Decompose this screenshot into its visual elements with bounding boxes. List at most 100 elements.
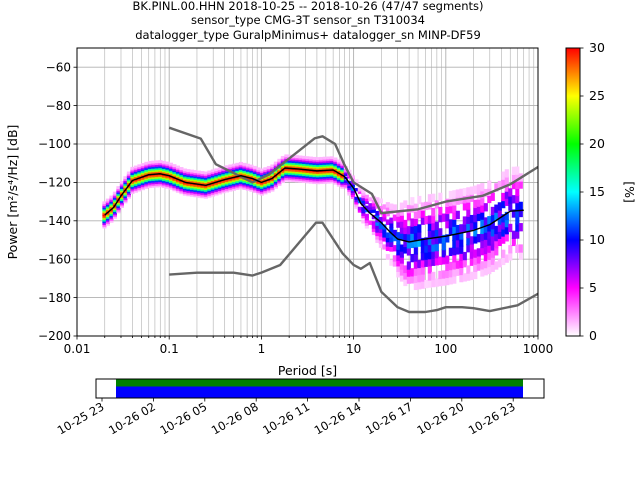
heatmap-cell — [515, 216, 520, 225]
heatmap-cell — [119, 194, 124, 198]
heatmap-cell — [242, 181, 247, 185]
heatmap-cell — [427, 229, 432, 238]
heatmap-cell — [333, 176, 338, 180]
heatmap-cell — [357, 209, 362, 213]
heatmap-cell — [452, 190, 457, 199]
heatmap-cell — [266, 186, 271, 190]
noise-model-lines — [104, 126, 539, 314]
heatmap-cell — [147, 171, 152, 175]
heatmap-cell — [473, 213, 478, 223]
heatmap-cell — [385, 241, 390, 247]
heatmap-cell — [200, 193, 205, 197]
heatmap-cell — [504, 226, 509, 235]
heatmap-cell — [224, 186, 229, 189]
heatmap-cell — [371, 230, 376, 236]
heatmap-cell — [336, 161, 341, 165]
heatmap-cell — [305, 180, 310, 184]
heatmap-cell — [445, 212, 450, 222]
heatmap-cell — [378, 217, 383, 222]
heatmap-cell — [172, 172, 177, 176]
heatmap-cell — [473, 249, 478, 258]
heatmap-cell — [116, 194, 121, 198]
heatmap-cell — [511, 230, 516, 239]
heatmap-cell — [203, 188, 208, 192]
heatmap-cell — [315, 160, 320, 164]
heatmap-cell — [375, 214, 380, 219]
heatmap-cell — [494, 183, 499, 192]
heatmap-cell — [385, 232, 390, 238]
heatmap-cell — [483, 224, 488, 233]
heatmap-cell — [221, 186, 226, 190]
heatmap-cell — [406, 212, 411, 221]
heatmap-cell — [217, 169, 222, 172]
heatmap-cell — [399, 250, 404, 258]
heatmap-cell — [112, 215, 117, 219]
heatmap-cell — [210, 171, 215, 175]
heatmap-cell — [210, 176, 215, 180]
heatmap-cell — [249, 178, 254, 182]
heatmap-cell — [357, 190, 362, 194]
heatmap-cell — [469, 250, 474, 259]
heatmap-cell — [154, 174, 159, 178]
heatmap-cell — [123, 184, 128, 188]
heatmap-cell — [308, 161, 313, 165]
heatmap-cell — [375, 224, 380, 230]
heatmap-cell — [347, 183, 352, 187]
heatmap-cell — [175, 179, 180, 183]
heatmap-cell — [308, 158, 313, 162]
heatmap-cell — [235, 183, 240, 187]
heatmap-cell — [392, 245, 397, 252]
heatmap-cell — [469, 257, 474, 266]
heatmap-cell — [193, 171, 198, 175]
heatmap-cell — [336, 166, 341, 170]
heatmap-cell — [319, 165, 324, 169]
title-line-2: sensor_type CMG-3T sensor_sn T310034 — [191, 13, 425, 27]
heatmap-cell — [221, 167, 226, 171]
heatmap-cell — [172, 184, 177, 188]
heatmap-cell — [228, 173, 233, 177]
heatmap-cell — [245, 163, 250, 167]
heatmap-cell — [494, 261, 499, 270]
heatmap-cell — [214, 192, 219, 196]
heatmap-cell — [487, 194, 492, 204]
heatmap-cell — [231, 163, 236, 167]
heatmap-cell — [280, 180, 285, 184]
heatmap-cell — [322, 167, 327, 171]
heatmap-cell — [158, 163, 163, 167]
heatmap-cell — [326, 159, 331, 163]
heatmap-cell — [235, 176, 240, 180]
heatmap-cell — [396, 270, 401, 278]
heatmap-cell — [249, 188, 254, 192]
heatmap-cell — [221, 176, 226, 180]
heatmap-cell — [123, 198, 128, 202]
heatmap-cell — [396, 248, 401, 256]
heatmap-cell — [420, 266, 425, 275]
heatmap-cell — [294, 179, 299, 183]
heatmap-cell — [291, 160, 296, 164]
heatmap-cell — [165, 161, 170, 165]
heatmap-cell — [420, 259, 425, 268]
heatmap-cell — [501, 178, 506, 187]
heatmap-cell — [137, 185, 142, 188]
heatmap-cell — [182, 178, 187, 182]
x-tick-label: 100 — [434, 342, 457, 356]
heatmap-cell — [494, 247, 499, 256]
heatmap-cell — [420, 202, 425, 211]
heatmap-cell — [322, 156, 327, 160]
heatmap-cell — [154, 163, 159, 167]
heatmap-cell — [445, 220, 450, 229]
heatmap-cell — [396, 221, 401, 228]
heatmap-cell — [298, 179, 303, 183]
heatmap-cell — [308, 175, 313, 179]
heatmap-cell — [161, 174, 166, 178]
coverage-bar-green — [116, 379, 523, 387]
heatmap-cell — [284, 173, 289, 177]
heatmap-cell — [497, 237, 502, 247]
heatmap-cell — [329, 166, 334, 170]
heatmap-cell — [207, 179, 212, 183]
time-tick-label: 10-25 23 — [55, 399, 107, 437]
heatmap-cell — [242, 178, 247, 182]
heatmap-cell — [399, 262, 404, 270]
heatmap-cell — [210, 183, 215, 187]
heatmap-cell — [203, 192, 208, 196]
